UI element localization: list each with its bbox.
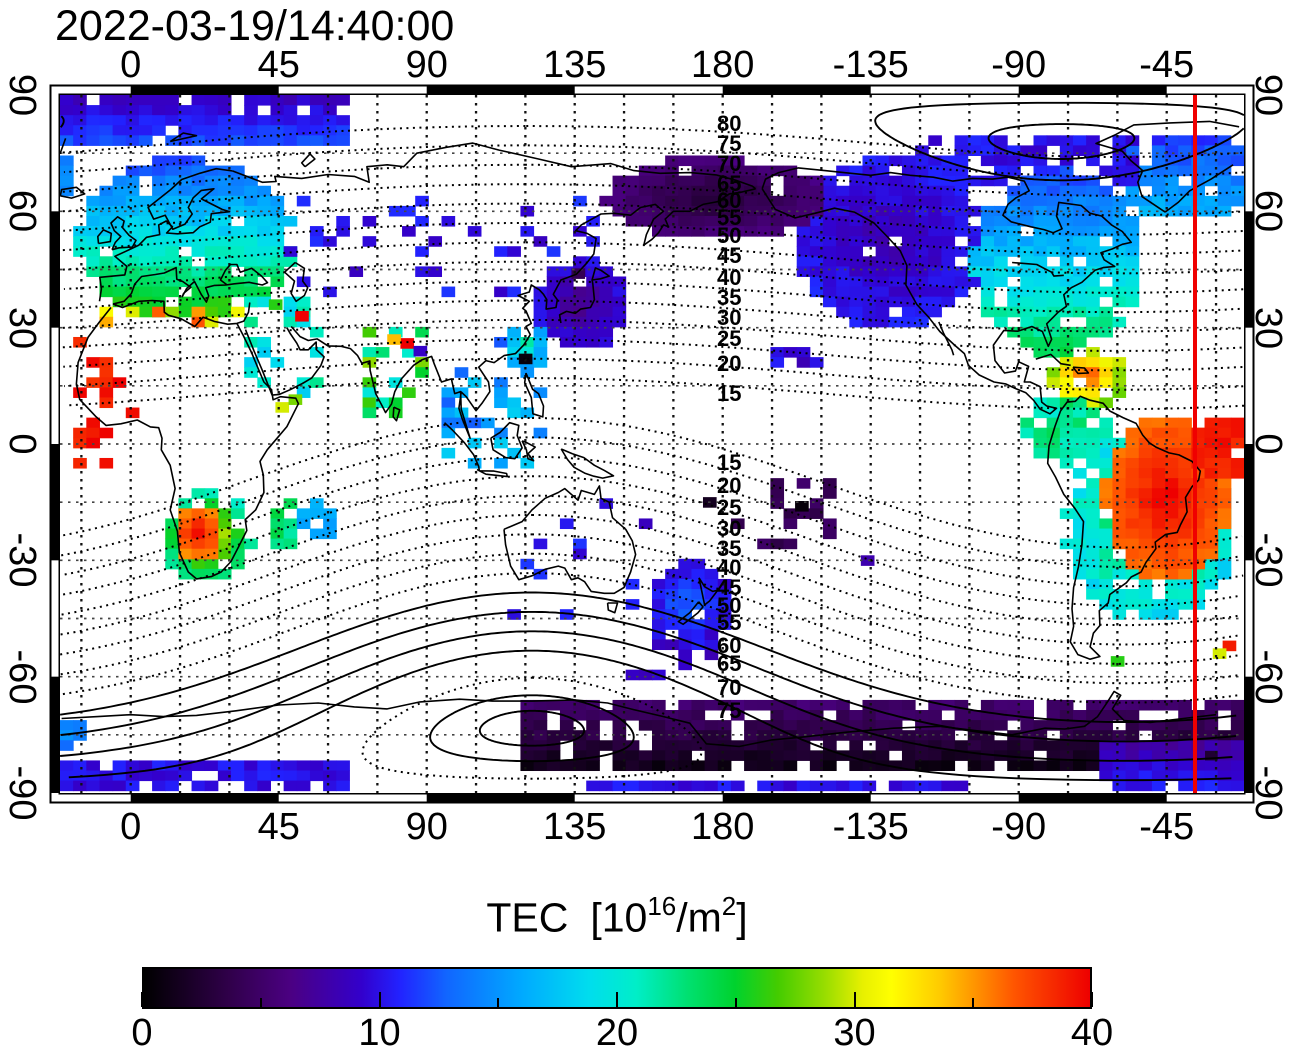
contour-label-layer: 8075706560555045403530252015152025303540… [717, 111, 741, 723]
timestamp-title: 2022-03-19/14:40:00 [55, 2, 455, 50]
contour-label: 75 [717, 131, 741, 156]
coastline-australia [503, 485, 637, 595]
coastline-europe_coast [98, 167, 233, 302]
lon-tick-label-top: 0 [120, 44, 142, 86]
lon-tick-label-top: 90 [405, 44, 448, 86]
coastline-caspian [283, 261, 309, 303]
coastline-siberia_north [232, 142, 757, 190]
coastline-ireland [97, 229, 113, 245]
coastline-great_lakes [1012, 261, 1064, 277]
contour-layer [60, 101, 1244, 782]
coastline-iceland [60, 186, 86, 199]
coastline-asia_coast [290, 188, 756, 439]
contour-label: 45 [717, 243, 741, 268]
contour-label: 70 [717, 151, 741, 176]
lon-tick-label-bottom: 135 [543, 806, 607, 848]
coastline-layer [60, 120, 1240, 746]
lon-tick-label-top: -45 [1139, 44, 1195, 86]
coastline-sumatra_java [443, 422, 509, 478]
lon-tick-label-bottom: 45 [257, 806, 300, 848]
contour-label: 25 [717, 326, 741, 351]
contour-label: 20 [717, 473, 741, 498]
lon-tick-label-bottom: -135 [832, 806, 909, 848]
frame-layer [49, 84, 1255, 804]
contour-label: 15 [717, 450, 741, 475]
coastline-svalbard [169, 132, 198, 143]
lon-tick-label-top: 135 [543, 44, 607, 86]
contour-label: 40 [717, 265, 741, 290]
coastline-japan [558, 267, 610, 324]
contour-label: 60 [717, 188, 741, 213]
lon-tick-label-bottom: -45 [1139, 806, 1195, 848]
contour-label: 65 [717, 171, 741, 196]
coastline-baja [938, 321, 955, 356]
coastline-arabia [244, 327, 325, 396]
red-meridian-line [1192, 95, 1197, 793]
contour-label: 40 [717, 555, 741, 580]
coastline-med_coast [112, 263, 269, 305]
lon-tick-label-bottom: 90 [405, 806, 448, 848]
grid-layer [60, 95, 1244, 793]
contour-label: 45 [717, 575, 741, 600]
coastline-greenland [60, 120, 1240, 213]
contour-label: 60 [717, 633, 741, 658]
coastline-cuba [1035, 353, 1071, 367]
coastline-uk [110, 216, 137, 251]
contour-label: 20 [717, 351, 741, 376]
contour-label: 65 [717, 651, 741, 676]
contour-label: 25 [717, 495, 741, 520]
lon-tick-label-top: -90 [991, 44, 1047, 86]
coastline-tasmania [606, 602, 619, 614]
contour-label: 55 [717, 610, 741, 635]
lon-tick-label-top: 45 [257, 44, 300, 86]
lon-tick-label-bottom: 180 [691, 806, 755, 848]
coastline-new_guinea [560, 448, 615, 479]
contour-label: 15 [717, 381, 741, 406]
contour-label: 50 [717, 223, 741, 248]
coastline-nz_south [677, 601, 704, 626]
coastline-sri_lanka [392, 406, 401, 422]
coastline-philippines [523, 372, 545, 418]
coastline-north_america [761, 167, 1132, 415]
contour-label: 70 [717, 675, 741, 700]
lon-tick-label-top: 180 [691, 44, 755, 86]
red-meridian-layer [1192, 95, 1197, 793]
contour-label: 35 [717, 285, 741, 310]
coastline-borneo [490, 421, 523, 460]
contour-label: 55 [717, 205, 741, 230]
coastline-sulawesi [521, 440, 536, 462]
coastline-nz_north [698, 577, 719, 606]
coastline-south_america [1046, 395, 1202, 660]
lon-tick-label-bottom: 0 [120, 806, 142, 848]
contour-label: 35 [717, 536, 741, 561]
coastline-novaya_zemlya [300, 153, 316, 168]
contour-label: 30 [717, 516, 741, 541]
coastline-africa [75, 307, 300, 580]
contour-label: 30 [717, 305, 741, 330]
contour-label: 50 [717, 593, 741, 618]
contour-label: 80 [717, 111, 741, 136]
coastline-levant_nafrica [112, 299, 251, 328]
lon-tick-label-bottom: -90 [991, 806, 1047, 848]
lon-tick-label-top: -135 [832, 44, 909, 86]
contour-label: 75 [717, 698, 741, 723]
coastline-hispaniola [1072, 366, 1090, 375]
